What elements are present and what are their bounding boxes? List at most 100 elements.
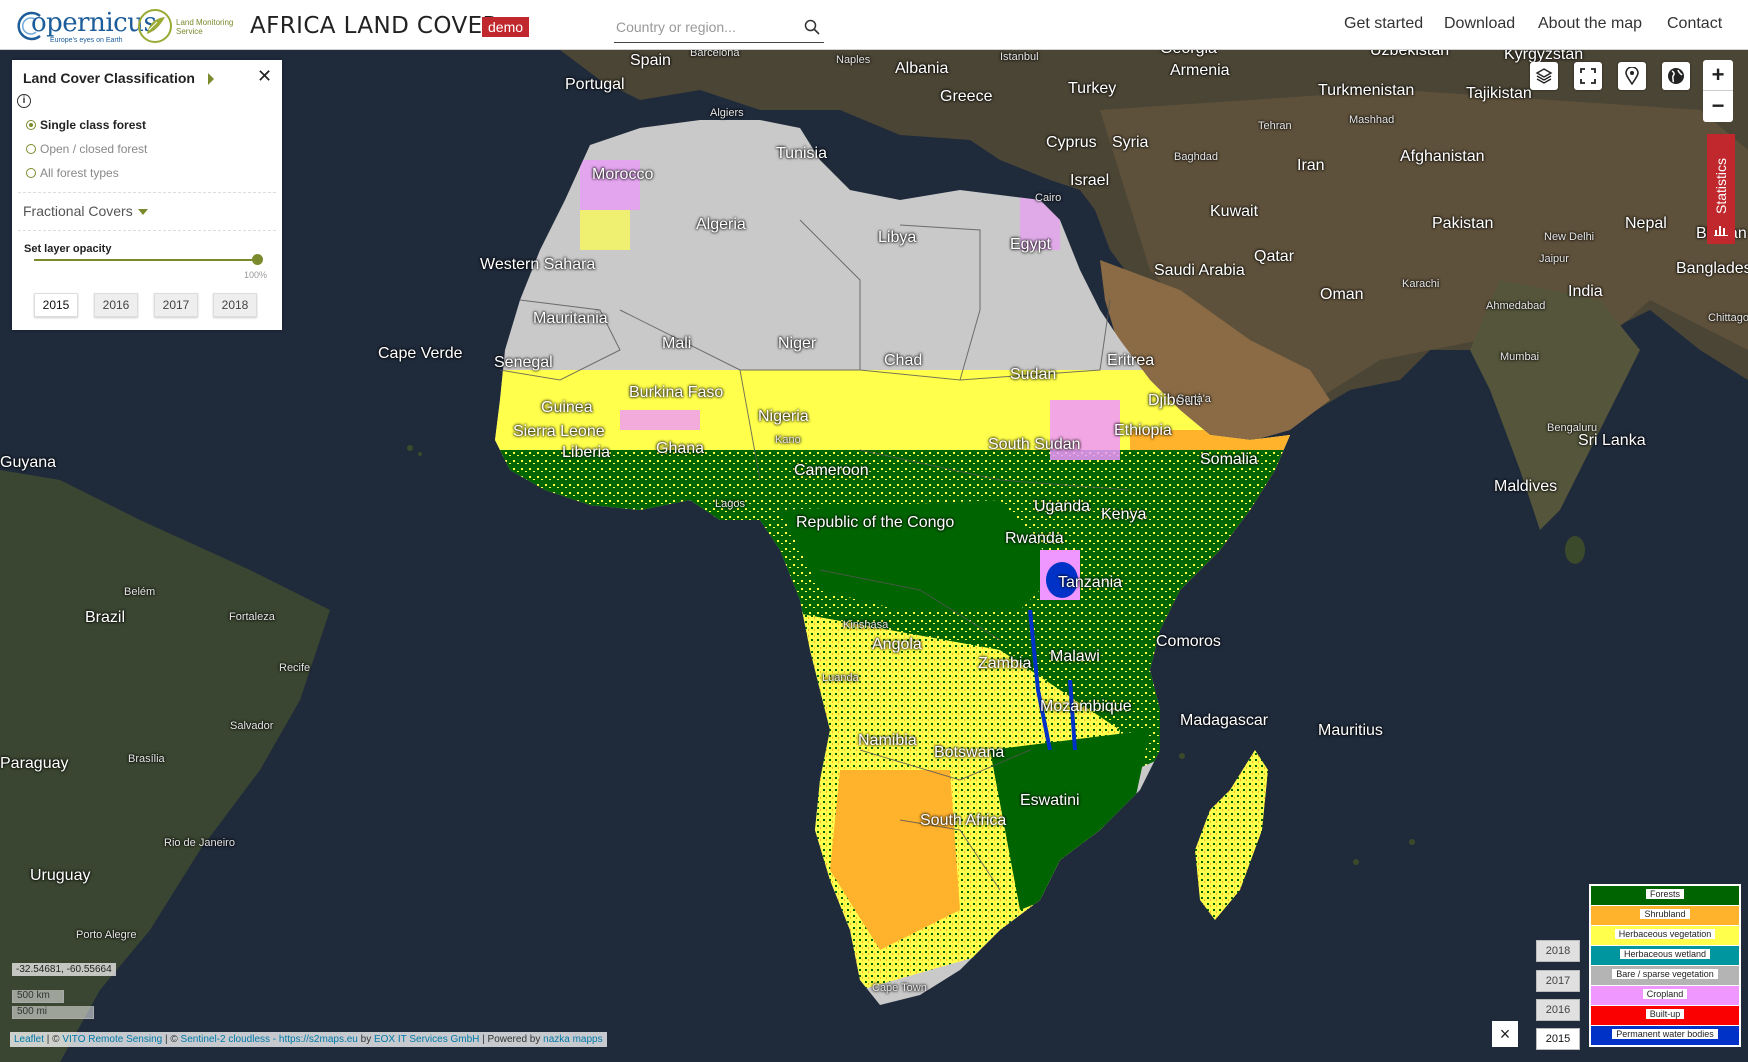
radio-single-class-forest[interactable]: Single class forest <box>26 118 146 132</box>
basemap-satellite <box>0 50 1748 1062</box>
copernicus-tagline: Europe's eyes on Earth <box>50 37 123 44</box>
timeline-year-2018[interactable]: 2018 <box>1536 940 1580 962</box>
label-greece: Greece <box>940 88 993 105</box>
nav-about-the-map[interactable]: About the map <box>1538 15 1643 32</box>
label-ghana: Ghana <box>656 440 705 457</box>
label-morocco: Morocco <box>592 166 654 183</box>
chevron-down-icon <box>137 209 148 216</box>
label-brazil: Brazil <box>85 609 126 626</box>
label-barcelona: Barcelona <box>690 50 740 59</box>
info-icon[interactable]: i <box>17 94 31 108</box>
label-somalia: Somalia <box>1200 451 1258 468</box>
label-cape-town: Cape Town <box>872 982 927 994</box>
attribution-eox-link[interactable]: EOX IT Services GmbH <box>373 1034 480 1045</box>
radio-all-forest-types[interactable]: All forest types <box>26 166 119 180</box>
scale-bar-mi: 500 mi <box>12 1006 94 1019</box>
label-niger: Niger <box>778 335 817 352</box>
basemap-button[interactable] <box>1662 62 1690 90</box>
timeline-year-2015[interactable]: 2015 <box>1536 1028 1580 1050</box>
attribution-text: by <box>357 1034 374 1045</box>
label-algiers: Algiers <box>710 107 744 119</box>
layers-icon <box>1535 68 1553 84</box>
close-panel-button[interactable]: ✕ <box>257 66 273 86</box>
attribution-text: | © <box>162 1034 181 1045</box>
legend-label: Permanent water bodies <box>1612 1029 1718 1039</box>
layer-panel: Land Cover Classification ✕ i Single cla… <box>12 60 282 330</box>
divider <box>18 192 276 193</box>
timeline-year-2016[interactable]: 2016 <box>1536 999 1580 1021</box>
opacity-slider-track[interactable] <box>34 259 256 261</box>
zoom-in-button[interactable]: + <box>1703 60 1733 91</box>
label-kano: Kano <box>775 434 801 446</box>
statistics-tab[interactable]: Statistics <box>1707 134 1735 244</box>
label-afghanistan: Afghanistan <box>1400 148 1485 165</box>
expand-arrow-icon[interactable] <box>208 73 214 85</box>
attribution-nazka-link[interactable]: nazka mapps <box>543 1034 603 1045</box>
label-kenya: Kenya <box>1101 506 1147 523</box>
nav-contact[interactable]: Contact <box>1667 15 1723 32</box>
label-cairo: Cairo <box>1035 192 1062 204</box>
label-zambia: Zambia <box>978 655 1032 672</box>
label-djibouti: Djibouti <box>1148 392 1202 409</box>
radio-label: All forest types <box>40 166 119 180</box>
legend-item: Bare / sparse vegetation <box>1591 966 1739 985</box>
label-eritrea: Eritrea <box>1107 352 1155 369</box>
timeline-year-2017[interactable]: 2017 <box>1536 970 1580 992</box>
label-cameroon: Cameroon <box>794 462 869 479</box>
year-button-2017[interactable]: 2017 <box>154 293 198 317</box>
map-canvas[interactable]: Spain Portugal Albania Greece Turkey Geo… <box>0 50 1748 1062</box>
bar-chart-icon <box>1714 226 1728 236</box>
label-namibia: Namibia <box>858 732 917 749</box>
radio-dot-icon <box>26 144 36 154</box>
radio-label: Single class forest <box>40 118 147 132</box>
layers-button[interactable] <box>1530 62 1558 90</box>
search-input[interactable] <box>614 14 798 40</box>
fractional-covers-toggle[interactable]: Fractional Covers <box>23 203 148 219</box>
opacity-value: 100% <box>244 270 268 280</box>
attribution-text: | © <box>44 1034 63 1045</box>
zoom-out-button[interactable]: − <box>1711 93 1725 118</box>
label-rio-de-janeiro: Rio de Janeiro <box>164 837 235 849</box>
label-oman: Oman <box>1320 286 1364 303</box>
label-malawi: Malawi <box>1050 648 1100 665</box>
year-button-2018[interactable]: 2018 <box>213 293 257 317</box>
attribution-leaflet-link[interactable]: Leaflet <box>14 1034 45 1045</box>
timeline-close-button[interactable]: × <box>1492 1021 1518 1047</box>
nav-download[interactable]: Download <box>1444 15 1516 32</box>
label-cape-verde: Cape Verde <box>378 345 463 362</box>
land-monitoring-logo[interactable]: Land Monitoring Service <box>137 8 241 44</box>
label-uganda: Uganda <box>1034 498 1091 515</box>
legend-label: Cropland <box>1642 989 1688 999</box>
label-egypt: Egypt <box>1010 236 1051 253</box>
label-porto-alegre: Porto Alegre <box>76 929 137 941</box>
label-maldives: Maldives <box>1494 478 1558 495</box>
legend-item: Permanent water bodies <box>1591 1026 1739 1045</box>
fullscreen-button[interactable] <box>1574 62 1602 90</box>
nav-get-started[interactable]: Get started <box>1344 15 1424 32</box>
year-button-2015[interactable]: 2015 <box>34 293 78 317</box>
radio-open-closed-forest[interactable]: Open / closed forest <box>26 142 147 156</box>
locate-button[interactable] <box>1618 62 1646 90</box>
label-tehran: Tehran <box>1258 120 1292 132</box>
year-button-2016[interactable]: 2016 <box>94 293 138 317</box>
legend-item: Cropland <box>1591 986 1739 1005</box>
label-angola: Angola <box>872 636 922 653</box>
copernicus-logo[interactable]: opernicus Europe's eyes on Earth <box>14 6 157 46</box>
label-israel: Israel <box>1070 172 1110 189</box>
label-botswana: Botswana <box>934 744 1005 761</box>
label-burkina-faso: Burkina Faso <box>629 384 724 401</box>
legend-item: Shrubland <box>1591 906 1739 925</box>
label-recife: Recife <box>279 662 311 674</box>
label-sierra-leone: Sierra Leone <box>513 423 605 440</box>
fractional-covers-label: Fractional Covers <box>23 203 133 219</box>
attribution-vito-link[interactable]: VITO Remote Sensing <box>62 1034 163 1045</box>
search-icon[interactable] <box>804 19 820 35</box>
label-libya: Libya <box>878 229 917 246</box>
attribution-sentinel-link[interactable]: Sentinel-2 cloudless - https://s2maps.eu <box>180 1034 358 1045</box>
label-algeria: Algeria <box>696 216 746 233</box>
label-brasilia: Brasília <box>128 753 165 765</box>
label-karachi: Karachi <box>1402 278 1440 290</box>
label-georgia: Georgia <box>1160 50 1217 58</box>
label-chittagong: Chittagong <box>1708 312 1748 324</box>
opacity-slider-handle[interactable] <box>252 254 263 265</box>
